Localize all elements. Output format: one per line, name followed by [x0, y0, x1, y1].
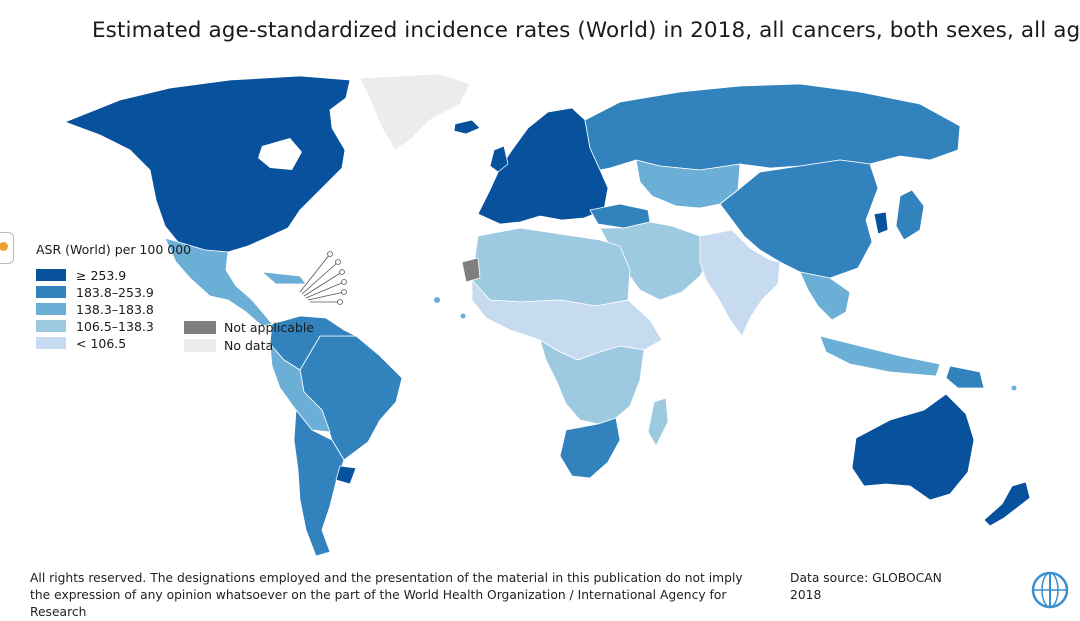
legend-item: 138.3–183.8 [36, 302, 154, 317]
legend-swatch [36, 269, 66, 281]
region-iceland [453, 119, 481, 135]
legend-swatch [36, 320, 66, 332]
region-new-zealand [983, 481, 1031, 527]
legend-swatch [36, 303, 66, 315]
legend-swatch-na [184, 321, 216, 334]
legend-no-data: No data [184, 338, 273, 353]
region-southeast-asia [799, 271, 851, 321]
region-uruguay [335, 465, 357, 485]
region-korea [873, 211, 889, 235]
region-uk [489, 145, 509, 173]
world-map [64, 73, 1031, 557]
region-greenland [359, 73, 471, 151]
region-central-africa [539, 339, 645, 425]
region-southern-cone [293, 409, 345, 557]
region-australia [851, 393, 975, 501]
map-title: Estimated age-standardized incidence rat… [92, 18, 1080, 43]
legend-item: < 106.5 [36, 336, 126, 351]
region-andes [269, 343, 331, 433]
region-papua [945, 365, 985, 389]
legend-item: 183.8–253.9 [36, 285, 154, 300]
legend-item: 106.5–138.3 [36, 319, 154, 334]
region-caribbean [261, 271, 307, 285]
region-southern-africa [559, 417, 621, 479]
legend-not-applicable: Not applicable [184, 320, 314, 335]
legend-item: ≥ 253.9 [36, 268, 126, 283]
data-source-year: 2018 [790, 588, 822, 602]
legend-swatch-no-data [184, 339, 216, 352]
region-india [699, 229, 781, 337]
data-source-line: Data source: GLOBOCAN [790, 571, 942, 585]
region-madagascar [647, 397, 669, 447]
data-source: Data source: GLOBOCAN 2018 [790, 570, 990, 604]
region-north-america [64, 75, 351, 253]
legend-title: ASR (World) per 100 000 [36, 242, 192, 257]
region-indonesia [819, 335, 941, 377]
who-logo-icon [1031, 571, 1069, 609]
side-panel-toggle[interactable] [0, 232, 14, 264]
region-china [719, 159, 879, 279]
legend-swatch [36, 286, 66, 298]
region-russia [584, 83, 961, 171]
disclaimer-text: All rights reserved. The designations em… [30, 571, 743, 619]
region-japan [895, 189, 925, 241]
region-western-sahara [461, 257, 481, 283]
legend-swatch [36, 337, 66, 349]
